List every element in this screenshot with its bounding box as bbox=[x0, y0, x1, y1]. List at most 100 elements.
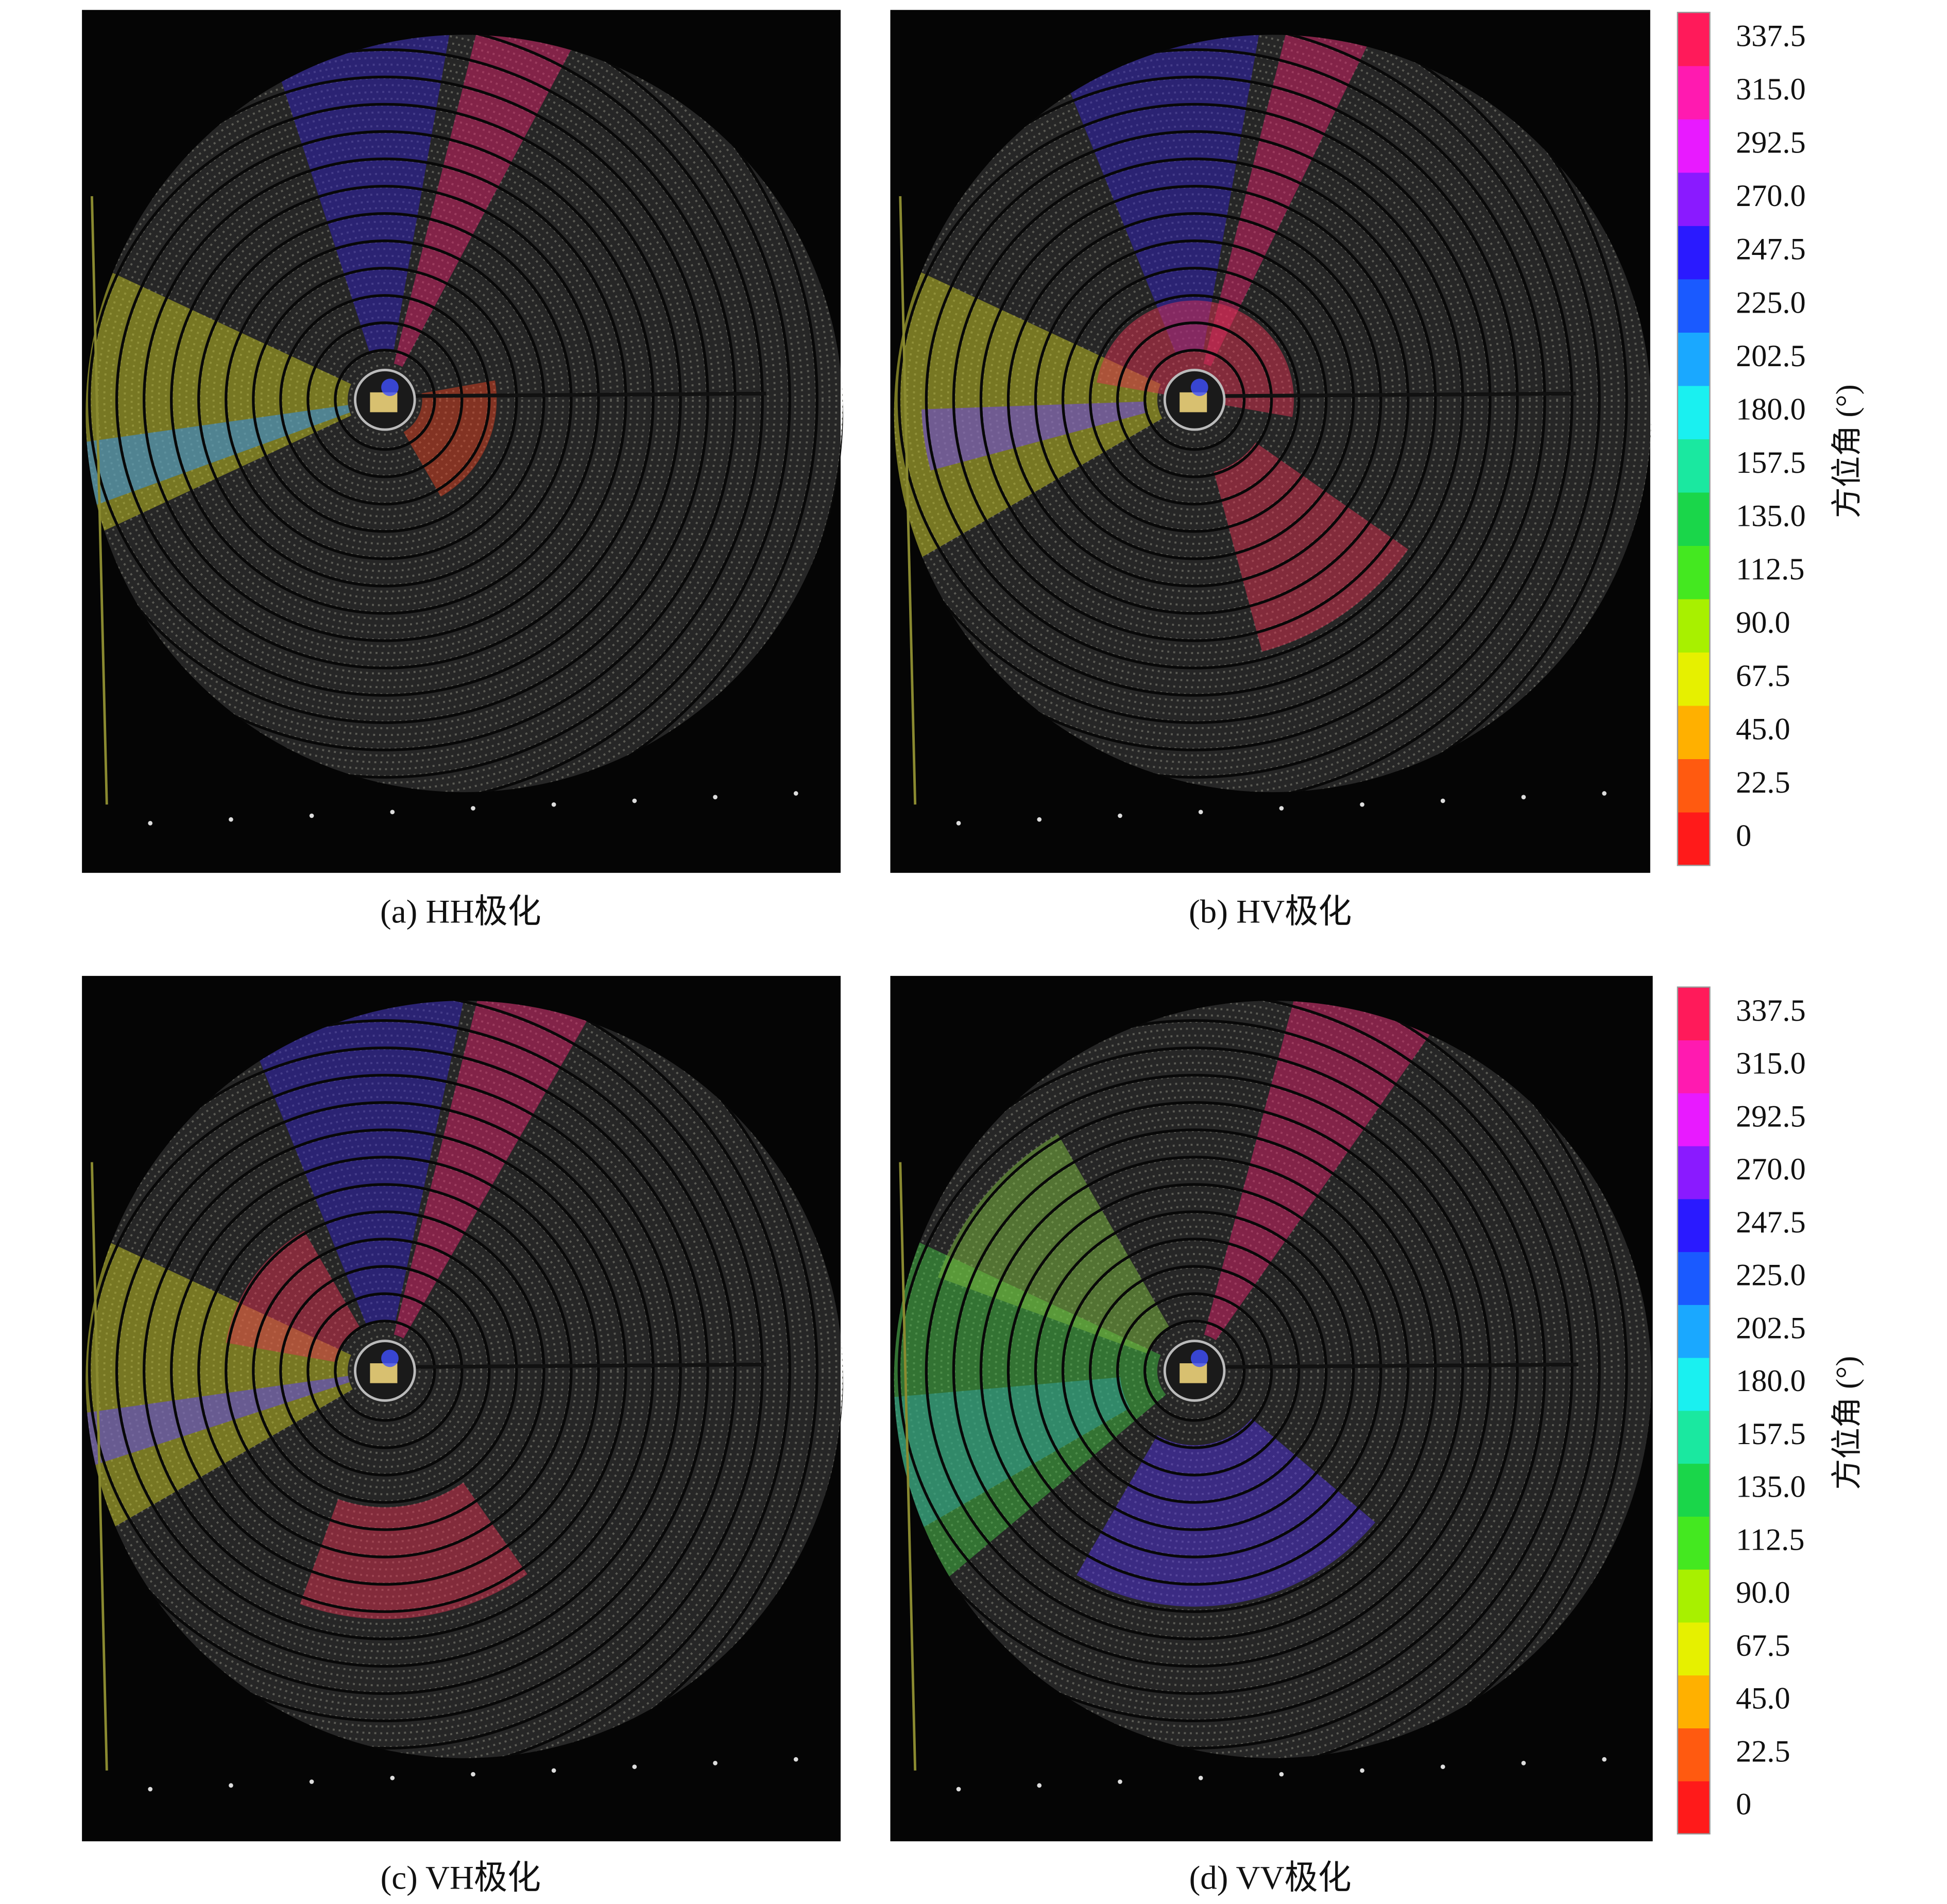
dot-ring bbox=[86, 35, 783, 793]
ground-marker bbox=[471, 806, 475, 811]
ground-marker bbox=[1521, 1761, 1526, 1765]
color-region bbox=[86, 1192, 353, 1582]
ring-gap bbox=[1006, 1183, 1382, 1558]
colorbar-tick-label: 22.5 bbox=[1736, 1734, 1790, 1769]
feed-highlight bbox=[1190, 379, 1208, 397]
ground-marker bbox=[1521, 795, 1526, 800]
dot-ring bbox=[103, 118, 667, 682]
colorbar-tick-label: 270.0 bbox=[1736, 1152, 1806, 1187]
ground-marker bbox=[1198, 810, 1203, 815]
dot-ring bbox=[894, 1001, 1620, 1758]
ring-gap bbox=[1116, 1292, 1273, 1449]
dot-ring bbox=[1083, 1260, 1306, 1482]
dot-ring bbox=[86, 57, 728, 743]
ground-marker bbox=[148, 1787, 153, 1792]
colorbar-segment bbox=[1677, 598, 1710, 653]
ground-marker bbox=[1198, 1775, 1203, 1780]
dot-ring bbox=[86, 1001, 810, 1758]
colorbar-tick-label: 202.5 bbox=[1736, 1311, 1806, 1345]
dot-ring bbox=[86, 35, 804, 793]
ground-marker bbox=[713, 795, 718, 800]
dot-ring bbox=[894, 35, 1647, 793]
ground-marker bbox=[713, 1761, 718, 1765]
colorbar-segment bbox=[1677, 545, 1710, 599]
panel-caption: (a) HH极化 bbox=[380, 894, 541, 931]
color-region bbox=[300, 1482, 527, 1619]
ground-marker bbox=[309, 1779, 314, 1784]
ground-marker bbox=[793, 1757, 798, 1762]
ground-marker bbox=[551, 1768, 556, 1773]
dot-ring bbox=[894, 1001, 1593, 1758]
dot-ring bbox=[1158, 1335, 1231, 1406]
dot-ring bbox=[86, 35, 756, 770]
dot-ring bbox=[894, 35, 1613, 793]
dot-ring bbox=[349, 1335, 421, 1406]
colorbar-tick-label: 315.0 bbox=[1736, 72, 1806, 107]
ring-gap bbox=[115, 130, 655, 670]
ring-gap bbox=[86, 35, 764, 779]
ground-marker bbox=[1602, 791, 1607, 796]
dot-ring bbox=[961, 1137, 1429, 1605]
ring-gap bbox=[1088, 294, 1301, 506]
colorbar-tick-label: 292.5 bbox=[1736, 1099, 1806, 1134]
dot-ring bbox=[894, 1034, 1531, 1707]
dot-ring bbox=[894, 1068, 1497, 1673]
colorbar-segment bbox=[1677, 759, 1710, 813]
ground-marker bbox=[956, 821, 961, 826]
dot-ring bbox=[894, 1007, 1558, 1735]
dot-ring bbox=[86, 1001, 769, 1755]
colorbar-tick-label: 112.5 bbox=[1736, 552, 1804, 587]
colorbar-segment bbox=[1677, 226, 1710, 280]
dot-ring bbox=[1111, 1287, 1278, 1454]
dot-ring bbox=[947, 152, 1442, 647]
colorbar-segment bbox=[1677, 332, 1710, 386]
ground-marker bbox=[632, 798, 637, 803]
ring-gap bbox=[334, 349, 436, 451]
colorbar-segment bbox=[1677, 12, 1710, 66]
ring-gap bbox=[979, 184, 1410, 615]
feed-arm bbox=[409, 391, 766, 398]
dot-ring bbox=[894, 35, 1565, 770]
colorbar-frame bbox=[1677, 986, 1711, 1834]
feed-detail bbox=[1180, 392, 1207, 413]
ring-gap bbox=[252, 267, 518, 533]
ring-gap bbox=[1034, 1210, 1355, 1531]
colorbar: 0 22.5 45.0 67.5 90.0 112.5 135.0 157.5 180.0 202… bbox=[1677, 11, 1865, 866]
feed-detail bbox=[1180, 1363, 1207, 1383]
dot-ring bbox=[1015, 1191, 1374, 1550]
ring-gap bbox=[88, 1074, 682, 1668]
ring-gap bbox=[86, 75, 709, 724]
colorbar-tick-label: 45.0 bbox=[1736, 712, 1790, 746]
ring-gap bbox=[1061, 1238, 1328, 1504]
dot-ring bbox=[1131, 1308, 1258, 1434]
ring-gap bbox=[142, 1128, 627, 1613]
colorbar-label: 方位角 (°) bbox=[1830, 1356, 1865, 1490]
dot-ring bbox=[894, 1001, 1633, 1758]
colorbar-tick-label: 315.0 bbox=[1736, 1047, 1806, 1081]
colorbar-segment bbox=[1677, 987, 1710, 1041]
ring-gap bbox=[170, 184, 600, 615]
ground-marker bbox=[390, 810, 395, 815]
ring-gap bbox=[86, 1047, 709, 1695]
feed-detail bbox=[370, 1363, 398, 1383]
ground-marker bbox=[956, 1787, 961, 1792]
dot-ring bbox=[86, 1001, 783, 1758]
dot-ring bbox=[86, 35, 838, 793]
ring-gap bbox=[894, 75, 1519, 724]
dot-ring bbox=[206, 220, 565, 579]
dot-ring bbox=[913, 118, 1476, 682]
colorbar-tick-label: 270.0 bbox=[1736, 179, 1806, 213]
dot-ring bbox=[894, 35, 1620, 793]
ground-marker bbox=[390, 1775, 395, 1780]
ring-gap bbox=[86, 35, 818, 793]
ring-gap bbox=[279, 294, 491, 506]
color-region bbox=[1204, 1001, 1437, 1341]
dot-ring bbox=[894, 1001, 1585, 1758]
ring-gap bbox=[894, 1001, 1601, 1758]
dot-ring bbox=[86, 1027, 728, 1714]
dot-ring bbox=[1015, 220, 1374, 579]
dot-ring bbox=[86, 1055, 701, 1687]
color-region bbox=[86, 221, 351, 578]
ring-gap bbox=[894, 35, 1601, 793]
ground-marker bbox=[1279, 1772, 1284, 1777]
